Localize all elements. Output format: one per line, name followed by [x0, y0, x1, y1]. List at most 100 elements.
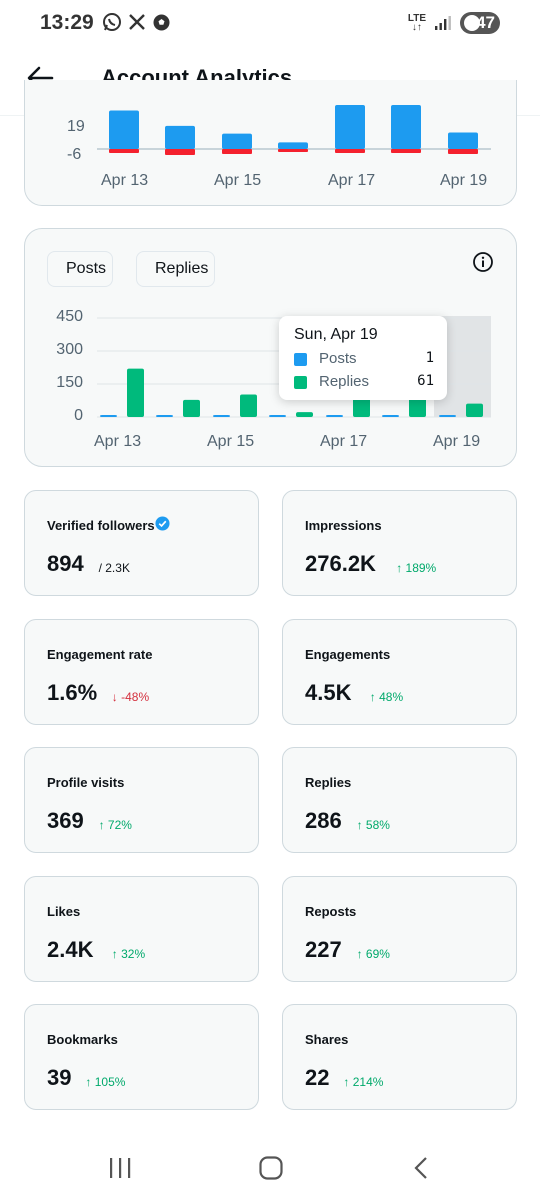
- tooltip-row-replies: Replies 61: [294, 373, 434, 393]
- metric-label: Likes: [47, 903, 81, 919]
- x-logo-icon: [129, 14, 145, 30]
- top-chart-negative-bar: [278, 149, 308, 152]
- posts-bar[interactable]: [213, 415, 230, 417]
- metric-label: Shares: [305, 1032, 349, 1047]
- metric-value: 4.5K: [305, 679, 352, 705]
- top-chart-negative-bar: [391, 149, 421, 153]
- metric-sub-value: / 2.3K: [98, 561, 130, 575]
- metric-delta: ↓ -48%: [111, 689, 150, 704]
- metric-card-impressions[interactable]: Impressions 276.2K ↑ 189%: [282, 490, 517, 596]
- metric-value: 894: [47, 551, 84, 576]
- metric-value: 286: [305, 808, 342, 833]
- x-tick-label: Apr 19: [433, 433, 481, 450]
- replies-bar[interactable]: [240, 394, 257, 417]
- engagement-trend-chart: [97, 105, 491, 155]
- posts-bar[interactable]: [326, 415, 343, 417]
- info-icon[interactable]: [472, 251, 494, 273]
- tooltip-row-posts: Posts 1: [294, 350, 434, 370]
- y-tick-label: 450: [56, 308, 83, 325]
- top-chart-x-label: Apr 13: [101, 172, 149, 189]
- metric-delta: ↑ 32%: [111, 946, 146, 961]
- tooltip-posts-swatch: [294, 353, 307, 366]
- top-chart-x-label: Apr 19: [440, 172, 488, 189]
- metric-label: Reposts: [305, 903, 357, 919]
- replies-bar[interactable]: [127, 368, 144, 417]
- replies-bar[interactable]: [409, 396, 426, 417]
- metric-delta: ↑ 69%: [356, 946, 390, 961]
- network-type: LTE ↓↑: [407, 13, 426, 33]
- charging-icon: [464, 15, 480, 31]
- metric-card-verified-followers[interactable]: Verified followers 894 / 2.3K: [24, 490, 259, 596]
- status-bar: 13:29 LTE ↓↑ 47: [0, 0, 540, 46]
- signal-icon: [435, 16, 451, 30]
- recent-apps-button[interactable]: [100, 1150, 140, 1186]
- metric-delta: ↑ 189%: [396, 561, 437, 575]
- top-chart-positive-bar: [391, 105, 421, 149]
- tooltip-replies-swatch: [294, 376, 307, 389]
- home-button[interactable]: [251, 1150, 291, 1186]
- metric-card-engagements[interactable]: Engagements 4.5K ↑ 48%: [282, 618, 517, 725]
- y-tick-label: 0: [74, 407, 83, 424]
- metric-card-replies[interactable]: Replies 286 ↑ 58%: [282, 747, 517, 853]
- metric-delta: ↑ 58%: [356, 818, 390, 832]
- replies-bar[interactable]: [296, 412, 313, 417]
- top-chart-x-label: Apr 17: [328, 172, 376, 189]
- top-chart-y-tick: -6: [67, 146, 82, 163]
- replies-bar[interactable]: [183, 399, 200, 417]
- metric-label: Replies: [305, 775, 352, 790]
- recent-apps-icon: [110, 1158, 131, 1178]
- status-time: 13:29: [40, 11, 94, 34]
- top-chart-positive-bar: [335, 105, 365, 149]
- y-tick-label: 300: [56, 341, 83, 358]
- back-icon: [414, 1157, 427, 1179]
- metric-card-profile-visits[interactable]: Profile visits 369 ↑ 72%: [24, 747, 259, 853]
- posts-bar[interactable]: [439, 415, 456, 417]
- chart-tooltip: Sun, Apr 19 Posts 1 Replies 61: [279, 316, 447, 400]
- metric-card-engagement-rate[interactable]: Engagement rate 1.6% ↓ -48%: [24, 618, 259, 725]
- metric-value: 2.4K: [47, 936, 94, 962]
- battery-indicator: 47: [460, 12, 500, 34]
- whatsapp-icon: [103, 13, 121, 31]
- top-chart-positive-bar: [278, 142, 308, 149]
- top-chart-y-tick: 19: [67, 118, 85, 135]
- top-chart-negative-bar: [222, 149, 252, 154]
- posts-bar[interactable]: [269, 415, 286, 417]
- top-chart-x-label: Apr 15: [214, 172, 262, 189]
- top-chart-positive-bar: [448, 132, 478, 149]
- y-tick-label: 150: [56, 374, 83, 391]
- verified-badge-icon: [155, 516, 170, 531]
- metric-value: 1.6%: [47, 679, 98, 705]
- legend-posts[interactable]: Posts: [47, 251, 113, 287]
- system-back-button[interactable]: [402, 1150, 442, 1186]
- top-chart-positive-bar: [109, 110, 139, 149]
- posts-bar[interactable]: [100, 415, 117, 417]
- posts-bar[interactable]: [156, 415, 173, 417]
- x-tick-label: Apr 17: [320, 433, 368, 450]
- top-chart-negative-bar: [448, 149, 478, 154]
- top-chart-negative-bar: [165, 149, 195, 155]
- metric-value: 22: [305, 1065, 330, 1090]
- replies-bar[interactable]: [466, 403, 483, 417]
- legend-replies[interactable]: Replies: [136, 251, 215, 287]
- x-tick-label: Apr 13: [94, 433, 142, 450]
- metric-label: Impressions: [305, 518, 382, 533]
- replies-bar[interactable]: [353, 397, 370, 417]
- home-icon: [259, 1156, 283, 1180]
- metric-delta: ↑ 72%: [98, 818, 132, 832]
- top-chart-positive-bar: [222, 133, 252, 149]
- metric-label: Verified followers: [47, 518, 155, 533]
- metric-value: 39: [47, 1065, 72, 1090]
- metric-label: Engagement rate: [47, 646, 153, 662]
- system-nav-bar: [0, 1136, 540, 1199]
- posts-bar[interactable]: [382, 415, 399, 417]
- top-chart-negative-bar: [335, 149, 365, 153]
- football-icon: [153, 14, 170, 30]
- status-system-icons: LTE ↓↑ 47: [408, 12, 500, 34]
- metric-card-reposts[interactable]: Reposts 227 ↑ 69%: [282, 875, 517, 982]
- metric-card-bookmarks[interactable]: Bookmarks 39 ↑ 105%: [24, 1004, 259, 1110]
- top-chart-negative-bar: [109, 149, 139, 153]
- metric-card-shares[interactable]: Shares 22 ↑ 214%: [282, 1004, 517, 1110]
- metric-value: 227: [305, 936, 342, 962]
- metric-value: 276.2K: [305, 551, 376, 576]
- metric-card-likes[interactable]: Likes 2.4K ↑ 32%: [24, 875, 259, 982]
